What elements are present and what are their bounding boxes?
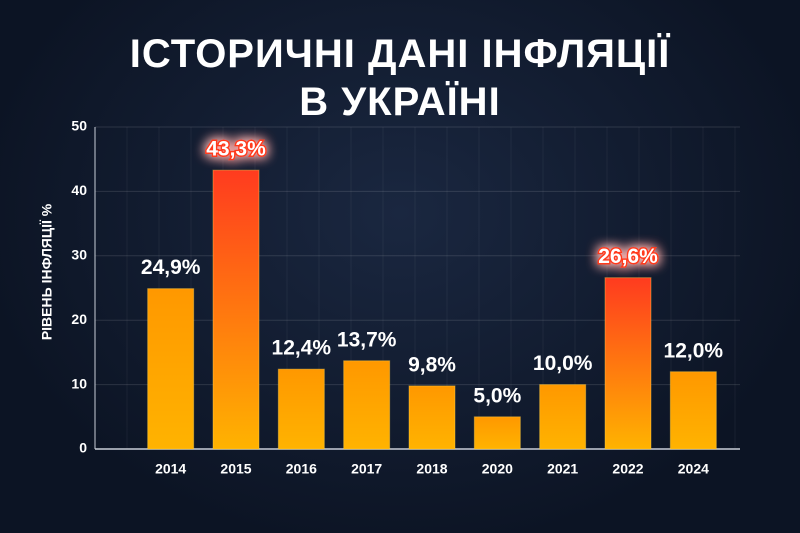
value-label: 10,0% <box>533 352 593 375</box>
chart-title: ІСТОРИЧНІ ДАНІ ІНФЛЯЦІЇ В УКРАЇНІ <box>129 32 671 124</box>
y-tick-label: 40 <box>71 182 87 198</box>
bar <box>408 385 456 450</box>
value-label: 13,7% <box>337 328 397 351</box>
value-label: 5,0% <box>473 384 521 407</box>
y-tick-label: 30 <box>71 247 87 263</box>
x-tick-label: 2021 <box>547 461 578 477</box>
value-label: 43,3% <box>206 138 266 161</box>
x-tick-label: 2022 <box>612 461 643 477</box>
y-tick-label: 20 <box>71 311 87 327</box>
x-tick-label: 2024 <box>678 461 709 477</box>
value-label: 9,8% <box>408 353 456 376</box>
x-tick-label: 2015 <box>220 461 251 477</box>
bar <box>669 371 717 450</box>
y-axis-label: РІВЕНЬ ІНФЛЯЦІЇ % <box>39 203 55 340</box>
y-tick-label: 0 <box>79 440 87 456</box>
bar <box>539 384 587 450</box>
y-tick-label: 10 <box>71 375 87 391</box>
y-tick-label: 50 <box>71 118 87 134</box>
value-label: 12,4% <box>272 337 332 360</box>
bar <box>212 169 260 450</box>
value-label: 24,9% <box>141 256 201 279</box>
x-tick-label: 2020 <box>482 461 513 477</box>
x-tick-label: 2017 <box>351 461 382 477</box>
bar <box>147 288 195 450</box>
value-label: 26,6% <box>598 245 658 268</box>
x-tick-label: 2016 <box>286 461 317 477</box>
bar <box>473 416 521 450</box>
value-label: 12,0% <box>664 339 724 362</box>
x-tick-label: 2018 <box>416 461 447 477</box>
bar <box>604 277 652 450</box>
x-tick-label: 2014 <box>155 461 186 477</box>
bar <box>343 360 391 450</box>
bar <box>277 368 325 450</box>
